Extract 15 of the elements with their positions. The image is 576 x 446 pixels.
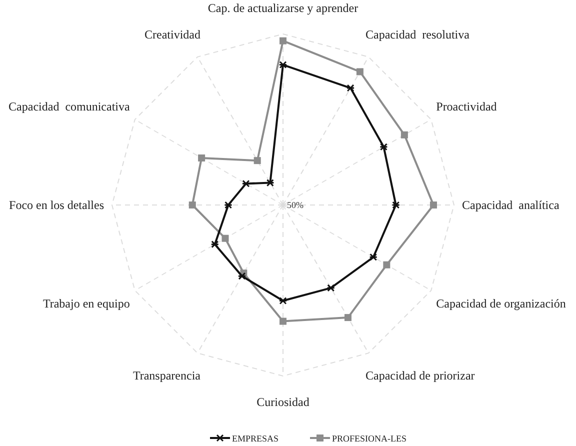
spoke-label: Creatividad xyxy=(144,27,200,42)
spoke-label: Cap. de actualizarse y aprender xyxy=(208,1,358,15)
spoke-label: Trabajo en equipo xyxy=(42,296,130,310)
spoke-label: Capacidad comunicativa xyxy=(8,100,131,114)
spoke-label: Proactividad xyxy=(436,100,497,114)
text: 50% xyxy=(287,200,304,210)
spoke-label: Curiosidad xyxy=(256,395,310,409)
spoke-label: Transparencia xyxy=(132,368,202,383)
spoke-label: Capacidad de organización xyxy=(436,296,566,310)
legend-label: PROFESIONA-LES xyxy=(332,434,407,444)
spoke-label: Capacidad resolutiva xyxy=(366,27,470,42)
spoke-label: Capacidad de priorizar xyxy=(366,368,475,383)
spoke-label: Capacidad analítica xyxy=(462,198,560,212)
spoke-label: Foco en los detalles xyxy=(9,198,104,212)
legend-label: EMPRESAS xyxy=(232,434,279,444)
